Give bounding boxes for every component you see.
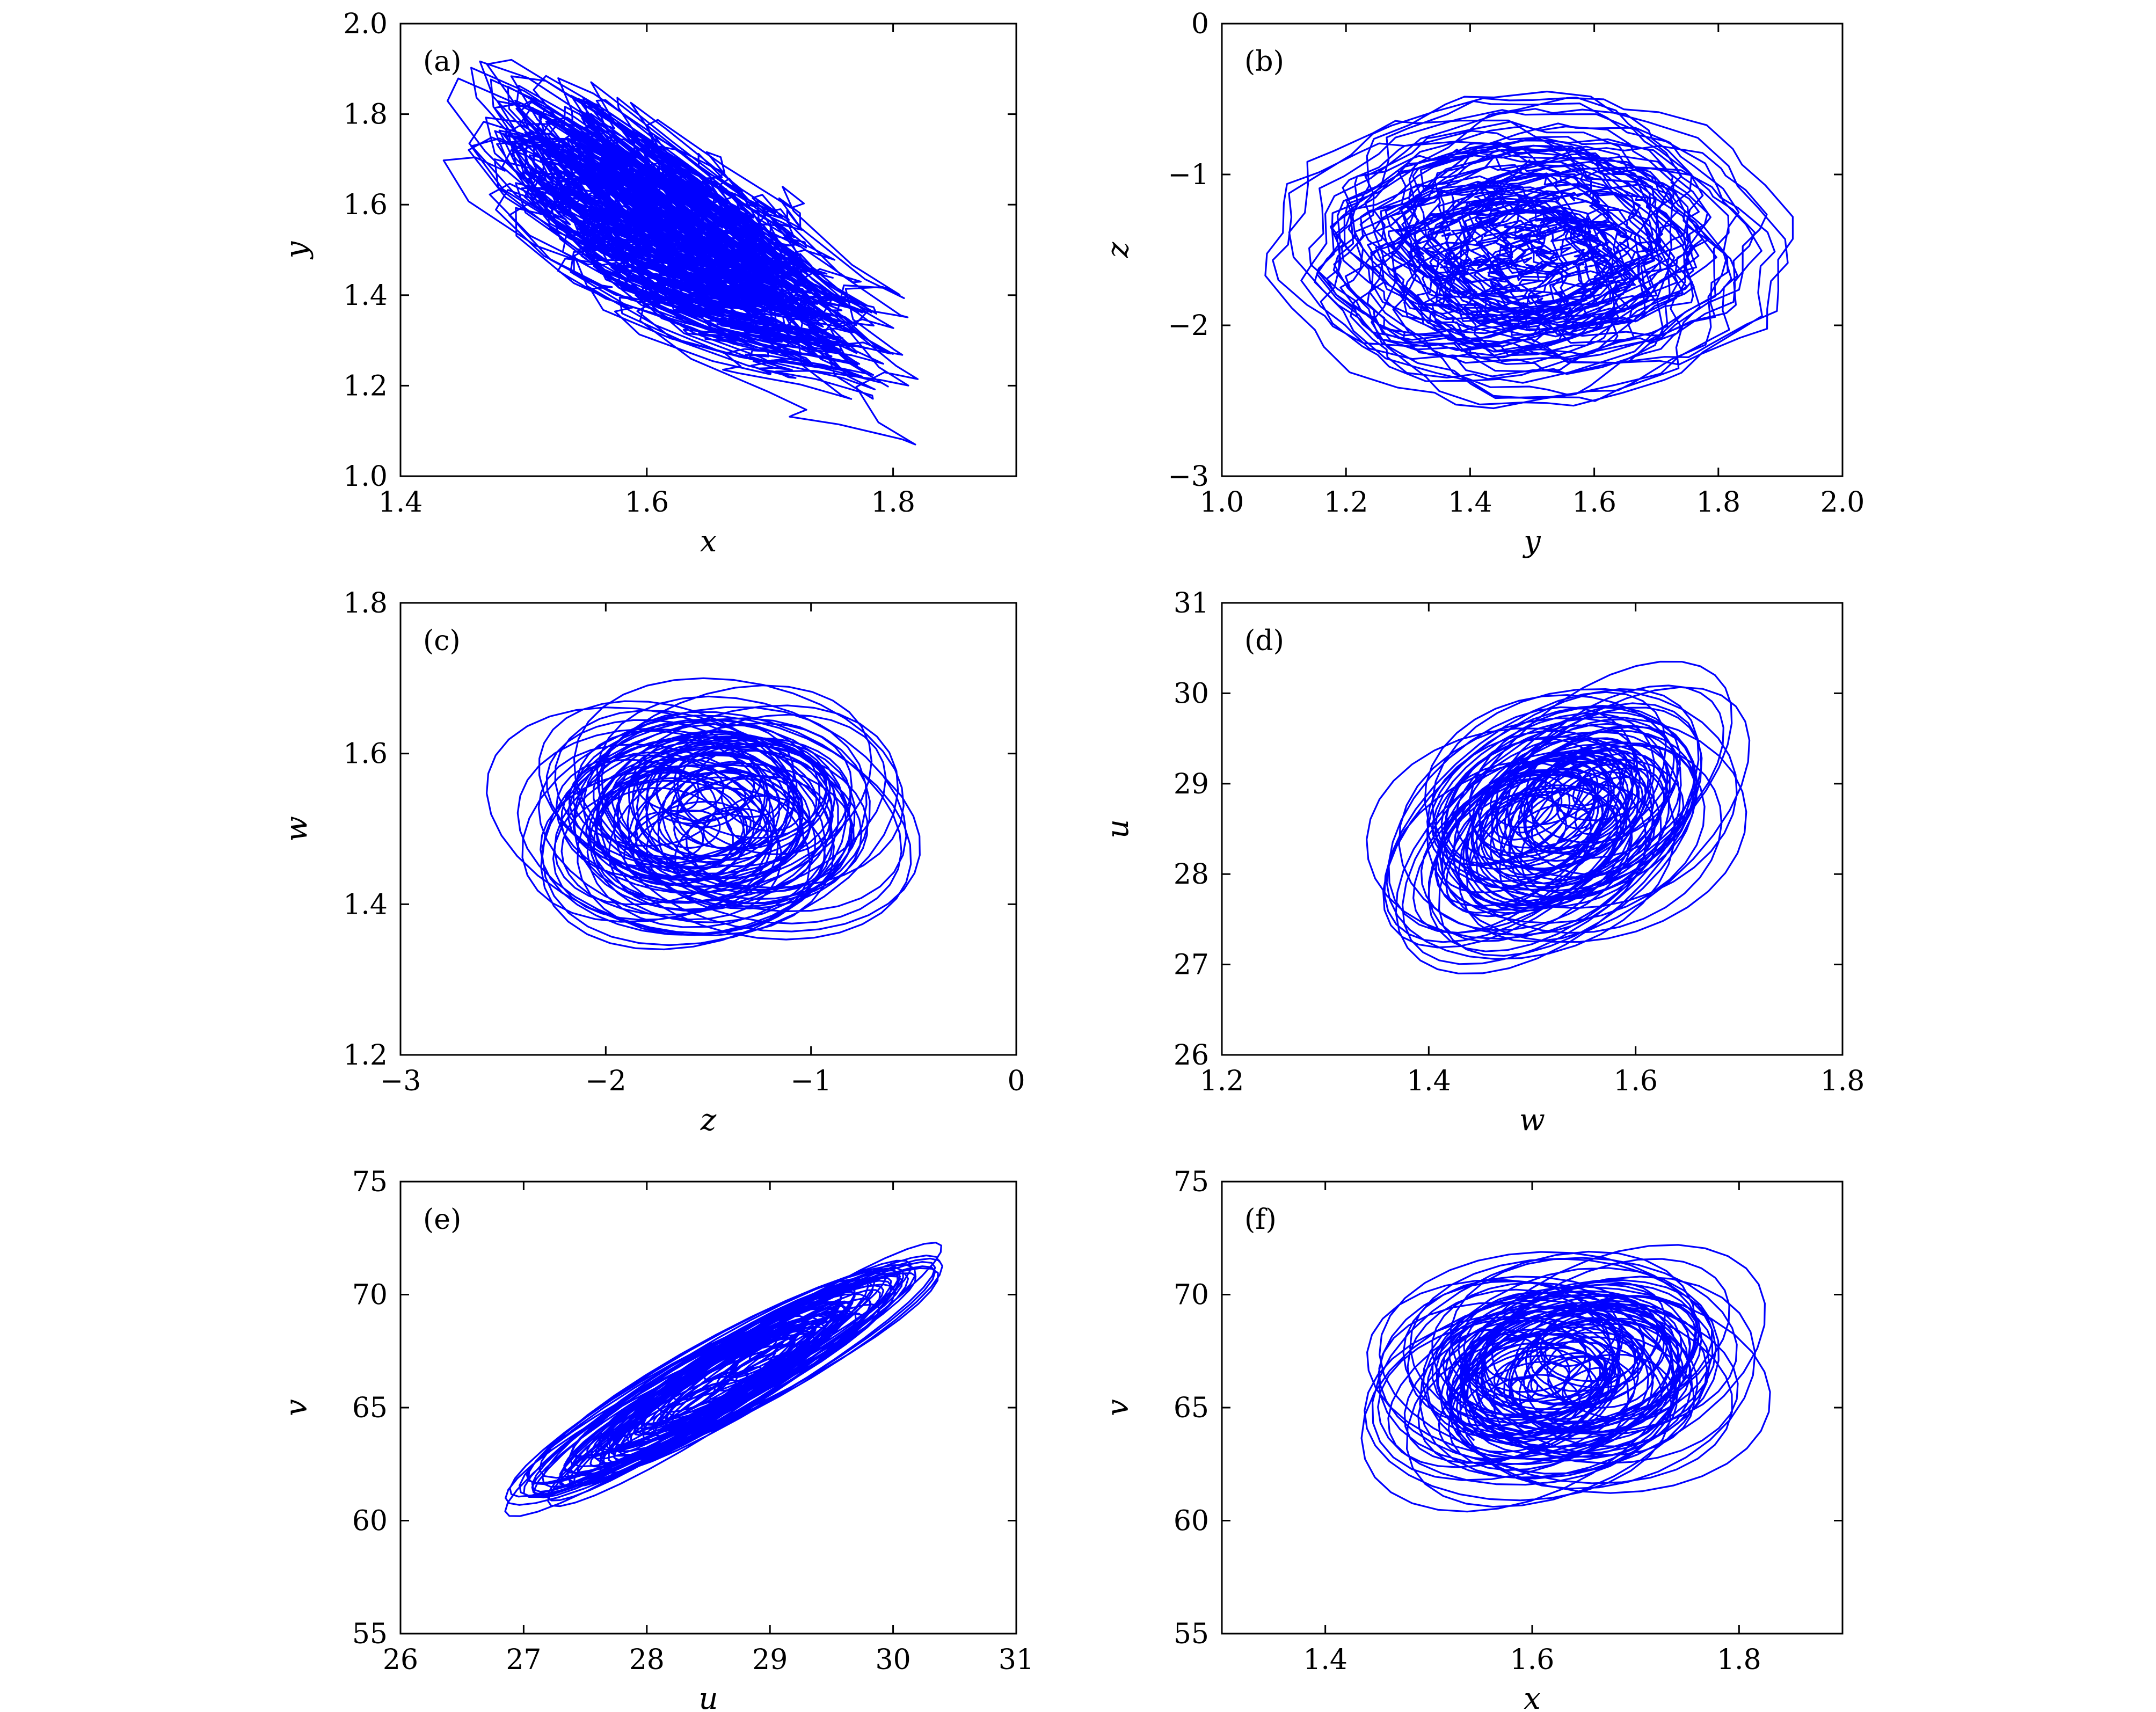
y-tick-label-d: 31	[1174, 587, 1209, 620]
x-tick-label-a: 1.4	[378, 486, 423, 519]
panel-label-f: (f)	[1244, 1204, 1277, 1236]
panel-d: 1.2 1.4 1.6 1.8 26 27 28 29 30 31 w u (d)	[1101, 587, 1864, 1138]
x-tick-label-c: −2	[585, 1065, 627, 1097]
panel-label-d: (d)	[1244, 625, 1284, 657]
y-tick-label-d: 28	[1174, 858, 1209, 891]
x-tick-label-e: 28	[629, 1644, 665, 1676]
panel-a: 1.4 1.6 1.8 1.0 1.2 1.4 1.6 1.8 2.0 x y (a)	[279, 8, 1017, 559]
trajectory-b-0	[1264, 90, 1794, 410]
panel-b: 1.0 1.2 1.4 1.6 1.8 2.0 −3 −2 −1 0 y z (b)	[1101, 8, 1864, 559]
x-tick-label-b: 1.0	[1200, 486, 1244, 519]
panel-f: 1.4 1.6 1.8 55 60 65 70 75 x v (f)	[1101, 1166, 1844, 1712]
y-tick-label-e: 75	[352, 1166, 388, 1198]
y-axis-label-b: z	[1101, 242, 1135, 258]
plot-frame-c	[399, 602, 1017, 1056]
x-tick-label-d: 1.4	[1407, 1065, 1451, 1097]
y-tick-label-d: 27	[1174, 949, 1209, 981]
plot-frame-a	[399, 23, 1017, 477]
panel-label-b: (b)	[1244, 46, 1284, 78]
y-tick-label-f: 55	[1174, 1618, 1209, 1650]
y-tick-label-e: 70	[352, 1279, 388, 1312]
y-tick-label-a: 2.0	[343, 8, 388, 40]
plot-frame-d	[1221, 602, 1844, 1056]
x-tick-label-c: −1	[790, 1065, 832, 1097]
trajectory-f-0	[1360, 1244, 1771, 1513]
x-tick-label-a: 1.8	[871, 486, 915, 519]
x-tick-label-a: 1.6	[624, 486, 669, 519]
x-tick-label-f: 1.4	[1303, 1644, 1348, 1676]
x-axis-label-e: u	[698, 1681, 718, 1712]
x-tick-label-c: −3	[380, 1065, 421, 1097]
x-axis-label-d: w	[1519, 1103, 1545, 1138]
y-tick-label-a: 1.4	[343, 280, 388, 312]
y-tick-label-b: −2	[1168, 310, 1209, 342]
y-tick-label-a: 1.2	[343, 370, 388, 402]
trajectory-a-0	[442, 59, 919, 446]
y-tick-label-c: 1.6	[343, 738, 388, 770]
x-tick-label-b: 1.2	[1324, 486, 1368, 519]
trajectory-d-0	[1366, 660, 1751, 974]
trajectory-c-0	[486, 677, 921, 951]
y-tick-label-f: 65	[1174, 1392, 1209, 1424]
panel-label-c: (c)	[423, 625, 461, 657]
panel-e: 26 27 28 29 30 31 55 60 65 70 75 u v (e)	[279, 1166, 1034, 1712]
x-tick-label-b: 2.0	[1820, 486, 1865, 519]
x-tick-label-b: 1.8	[1696, 486, 1740, 519]
y-tick-label-f: 70	[1174, 1279, 1209, 1312]
y-axis-label-a: y	[279, 241, 314, 260]
y-tick-label-a: 1.6	[343, 189, 388, 221]
panel-c: −3 −2 −1 0 1.2 1.4 1.6 1.8 z w (c)	[279, 587, 1025, 1138]
y-tick-label-d: 30	[1174, 677, 1209, 710]
y-tick-label-c: 1.8	[343, 587, 388, 620]
x-tick-label-f: 1.8	[1717, 1644, 1761, 1676]
plot-frame-b	[1221, 23, 1844, 477]
y-tick-label-f: 60	[1174, 1505, 1209, 1538]
y-tick-label-b: −1	[1168, 159, 1209, 191]
y-tick-label-e: 55	[352, 1618, 388, 1650]
y-tick-label-e: 60	[352, 1505, 388, 1538]
x-tick-label-d: 1.6	[1613, 1065, 1658, 1097]
x-tick-label-e: 29	[752, 1644, 788, 1676]
x-tick-label-e: 30	[876, 1644, 911, 1676]
y-axis-label-d: u	[1101, 819, 1135, 839]
y-axis-label-f: v	[1101, 1399, 1135, 1416]
y-tick-label-a: 1.8	[343, 99, 388, 131]
x-tick-label-b: 1.4	[1448, 486, 1492, 519]
panel-label-e: (e)	[423, 1204, 461, 1236]
y-tick-label-b: 0	[1191, 8, 1209, 40]
x-tick-label-c: 0	[1007, 1065, 1025, 1097]
y-tick-label-d: 26	[1174, 1039, 1209, 1072]
y-tick-label-c: 1.4	[343, 888, 388, 921]
x-tick-label-e: 27	[506, 1644, 541, 1676]
x-tick-label-b: 1.6	[1572, 486, 1616, 519]
trajectory-e-0	[504, 1242, 943, 1517]
panel-label-a: (a)	[423, 46, 462, 78]
x-axis-label-f: x	[1524, 1681, 1541, 1712]
x-tick-label-f: 1.6	[1510, 1644, 1555, 1676]
x-axis-label-a: x	[700, 524, 717, 559]
x-axis-label-b: y	[1522, 524, 1541, 559]
x-tick-label-d: 1.8	[1820, 1065, 1865, 1097]
y-tick-label-e: 65	[352, 1392, 388, 1424]
y-tick-label-c: 1.2	[343, 1039, 388, 1072]
x-tick-label-e: 26	[383, 1644, 418, 1676]
y-axis-label-e: v	[279, 1399, 314, 1416]
y-tick-label-a: 1.0	[343, 461, 388, 493]
x-axis-label-c: z	[700, 1103, 717, 1138]
x-tick-label-e: 31	[999, 1644, 1034, 1676]
y-axis-label-c: w	[279, 816, 314, 842]
y-tick-label-b: −3	[1168, 461, 1209, 493]
y-tick-label-f: 75	[1174, 1166, 1209, 1198]
x-tick-label-d: 1.2	[1200, 1065, 1244, 1097]
y-tick-label-d: 29	[1174, 768, 1209, 800]
